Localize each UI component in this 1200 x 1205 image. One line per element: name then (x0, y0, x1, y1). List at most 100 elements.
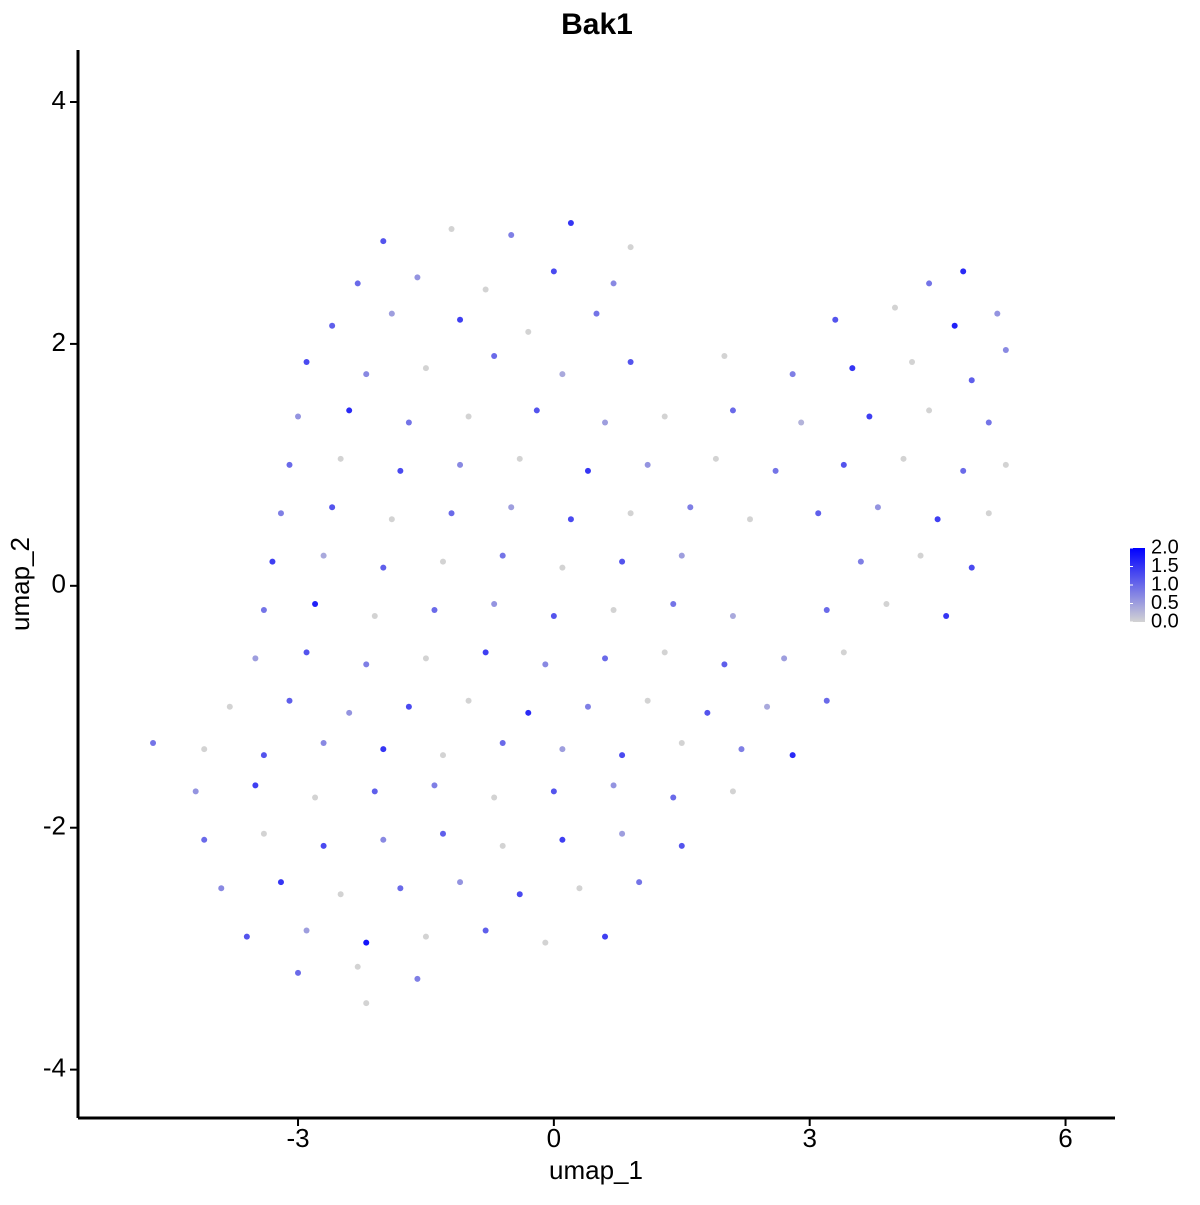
point (363, 939, 370, 946)
point (491, 794, 498, 801)
point (448, 510, 455, 517)
point (508, 232, 515, 239)
colorbar-label: 1.0 (1151, 573, 1179, 595)
point (559, 836, 566, 843)
point (252, 655, 259, 662)
point (397, 885, 404, 892)
point (721, 661, 728, 668)
point (567, 516, 574, 523)
point (985, 510, 992, 517)
point (840, 461, 847, 468)
point (542, 661, 549, 668)
point (883, 600, 890, 607)
point (678, 740, 685, 747)
point (516, 891, 523, 898)
point (320, 740, 327, 747)
point (414, 975, 421, 982)
point (815, 510, 822, 517)
point (926, 407, 933, 414)
point (951, 322, 958, 329)
point (721, 353, 728, 360)
point (1002, 346, 1009, 353)
point (439, 558, 446, 565)
point (627, 244, 634, 251)
point (823, 607, 830, 614)
point (610, 280, 617, 287)
point (354, 280, 361, 287)
point (380, 836, 387, 843)
point (644, 461, 651, 468)
point (320, 842, 327, 849)
point (550, 613, 557, 620)
point (482, 649, 489, 656)
colorbar-label: 1.5 (1151, 555, 1179, 577)
point (994, 310, 1001, 317)
y-tick-label: 0 (52, 569, 66, 599)
point (559, 564, 566, 571)
point (636, 879, 643, 886)
point (431, 607, 438, 614)
point (201, 836, 208, 843)
point (900, 455, 907, 462)
point (439, 752, 446, 759)
point (687, 504, 694, 511)
point (619, 830, 626, 837)
point (968, 564, 975, 571)
point (380, 746, 387, 753)
point (508, 504, 515, 511)
y-tick-label: 4 (52, 85, 66, 115)
colorbar-label: 0.5 (1151, 592, 1179, 614)
point (891, 304, 898, 311)
point (789, 752, 796, 759)
point (832, 316, 839, 323)
point (422, 365, 429, 372)
point (201, 746, 208, 753)
point (457, 461, 464, 468)
x-tick-label: 0 (547, 1123, 561, 1153)
point (491, 353, 498, 360)
point (516, 455, 523, 462)
point (337, 891, 344, 898)
point (226, 703, 233, 710)
point (405, 419, 412, 426)
y-tick-label: 2 (52, 327, 66, 357)
point (303, 927, 310, 934)
point (712, 455, 719, 462)
colorbar-label: 0.0 (1151, 610, 1179, 632)
point (644, 697, 651, 704)
point (260, 752, 267, 759)
point (584, 467, 591, 474)
point (661, 649, 668, 656)
point (550, 788, 557, 795)
point (482, 927, 489, 934)
point (798, 419, 805, 426)
point (610, 782, 617, 789)
point (252, 782, 259, 789)
point (380, 238, 387, 245)
point (329, 504, 336, 511)
point (346, 709, 353, 716)
point (704, 709, 711, 716)
point (371, 613, 378, 620)
point (525, 328, 532, 335)
point (192, 788, 199, 795)
point (866, 413, 873, 420)
point (329, 322, 336, 329)
x-tick-label: 3 (802, 1123, 816, 1153)
point (397, 467, 404, 474)
colorbar-label: 2.0 (1151, 536, 1179, 558)
point (414, 274, 421, 281)
point (943, 613, 950, 620)
point (781, 655, 788, 662)
point (337, 455, 344, 462)
chart-title: Bak1 (561, 8, 633, 41)
point (789, 371, 796, 378)
point (525, 709, 532, 716)
point (559, 746, 566, 753)
point (960, 467, 967, 474)
x-tick-label: 6 (1058, 1123, 1072, 1153)
point (388, 310, 395, 317)
point (729, 407, 736, 414)
